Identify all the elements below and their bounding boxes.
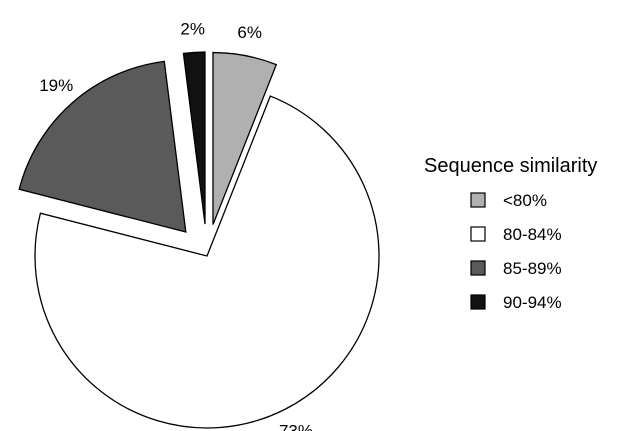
pie-slice-85-89 bbox=[18, 60, 187, 233]
legend: Sequence similarity <80% 80-84% 85-89% 90-9… bbox=[424, 155, 597, 312]
pie-slice-lt-80 bbox=[212, 51, 278, 225]
pie-slices bbox=[18, 51, 380, 429]
slice-label-85-89: 19% bbox=[39, 76, 73, 95]
legend-label-lt-80: <80% bbox=[503, 191, 547, 210]
pie-slice-labels: 6% 73% 19% 2% bbox=[39, 19, 313, 431]
legend-swatch-90-94 bbox=[470, 294, 486, 310]
legend-label-85-89: 85-89% bbox=[503, 259, 562, 278]
legend-label-90-94: 90-94% bbox=[503, 293, 562, 312]
legend-label-80-84: 80-84% bbox=[503, 225, 562, 244]
slice-label-lt-80: 6% bbox=[237, 23, 262, 42]
pie-slice-80-84 bbox=[34, 95, 380, 429]
legend-title: Sequence similarity bbox=[424, 155, 597, 177]
legend-swatch-80-84 bbox=[470, 226, 486, 242]
pie-slice-90-94 bbox=[182, 51, 206, 225]
legend-swatch-85-89 bbox=[470, 260, 486, 276]
slice-label-90-94: 2% bbox=[180, 19, 205, 38]
slice-label-80-84: 73% bbox=[279, 422, 313, 431]
legend-swatch-lt-80 bbox=[470, 192, 486, 208]
